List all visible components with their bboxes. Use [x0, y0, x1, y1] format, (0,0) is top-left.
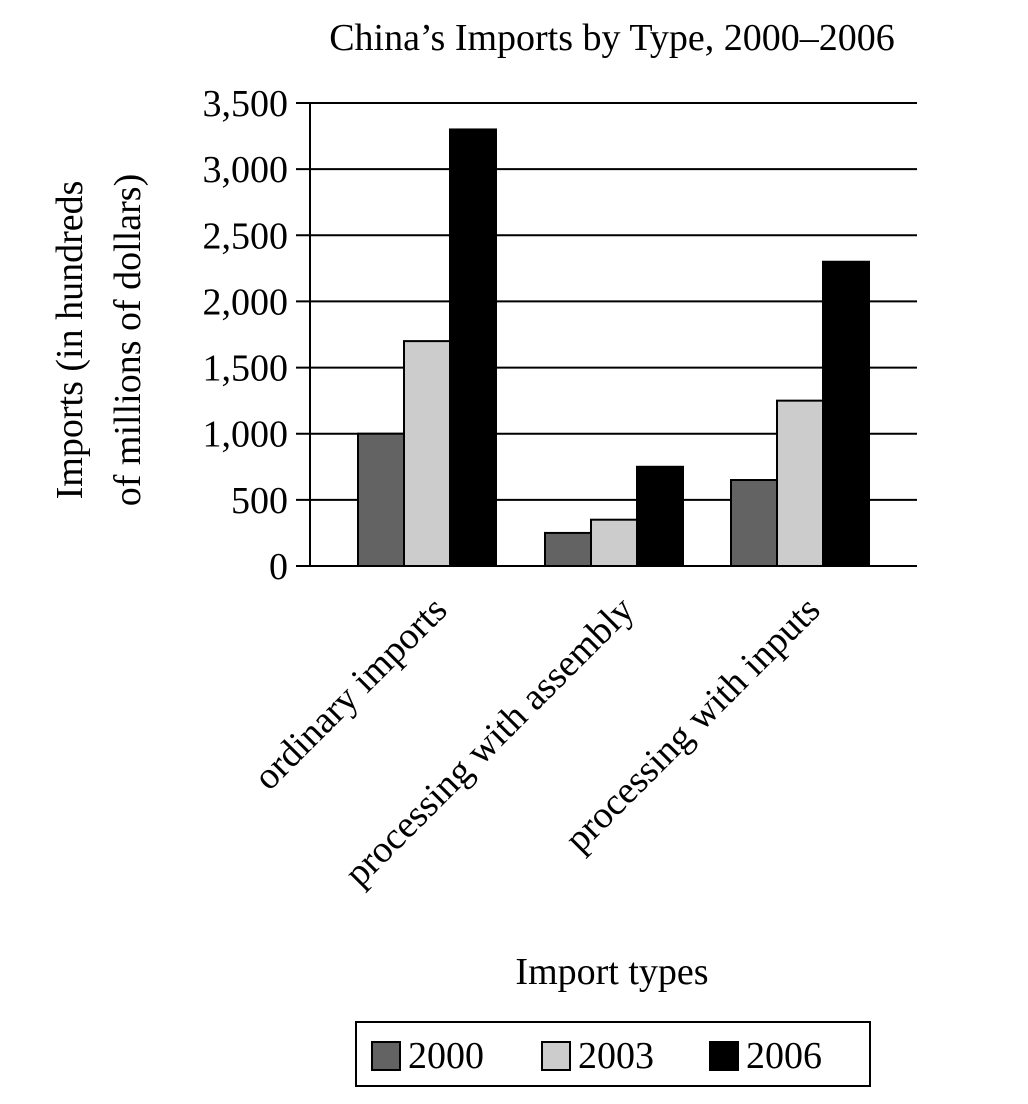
legend: 2000 2003 2006 [355, 1021, 871, 1087]
y-axis-title-line-1: Imports (in hundreds [49, 181, 91, 500]
y-tick-label: 1,000 [203, 414, 289, 456]
bar-2003 [776, 399, 824, 567]
legend-swatch-2000 [371, 1041, 401, 1071]
legend-swatch-2003 [541, 1041, 571, 1071]
bar-2006 [822, 260, 870, 567]
legend-label-2006: 2006 [746, 1035, 822, 1077]
legend-box [355, 1021, 871, 1087]
bar-2003 [403, 340, 451, 567]
y-tick-label: 2,000 [203, 281, 289, 323]
bar-2003 [590, 518, 638, 568]
y-tick-label: 3,000 [203, 149, 289, 191]
legend-label-2000: 2000 [408, 1035, 484, 1077]
y-tick-label: 2,500 [203, 215, 289, 257]
y-tick-label: 3,500 [203, 83, 289, 125]
bar-2000 [357, 432, 405, 568]
bar-2006 [449, 128, 497, 567]
bars [357, 128, 870, 568]
legend-label-2003: 2003 [578, 1035, 654, 1077]
y-axis-title-line-2: of millions of dollars) [107, 174, 149, 506]
x-axis-title: Import types [515, 951, 708, 993]
y-axis-title: Imports (in hundreds of millions of doll… [49, 174, 149, 506]
category-label: ordinary imports [246, 589, 456, 799]
bar-2000 [730, 479, 778, 567]
y-tick-label: 0 [269, 546, 288, 588]
legend-swatch-2006 [709, 1041, 739, 1071]
bar-2006 [636, 465, 684, 567]
bar-2000 [544, 531, 592, 568]
y-axis-ticks: 0 500 1,000 1,500 2,000 2,500 3,000 3,500 [203, 83, 289, 588]
y-tick-label: 500 [231, 480, 288, 522]
y-tick-label: 1,500 [203, 348, 289, 390]
chart-title: China’s Imports by Type, 2000–2006 [329, 17, 895, 59]
